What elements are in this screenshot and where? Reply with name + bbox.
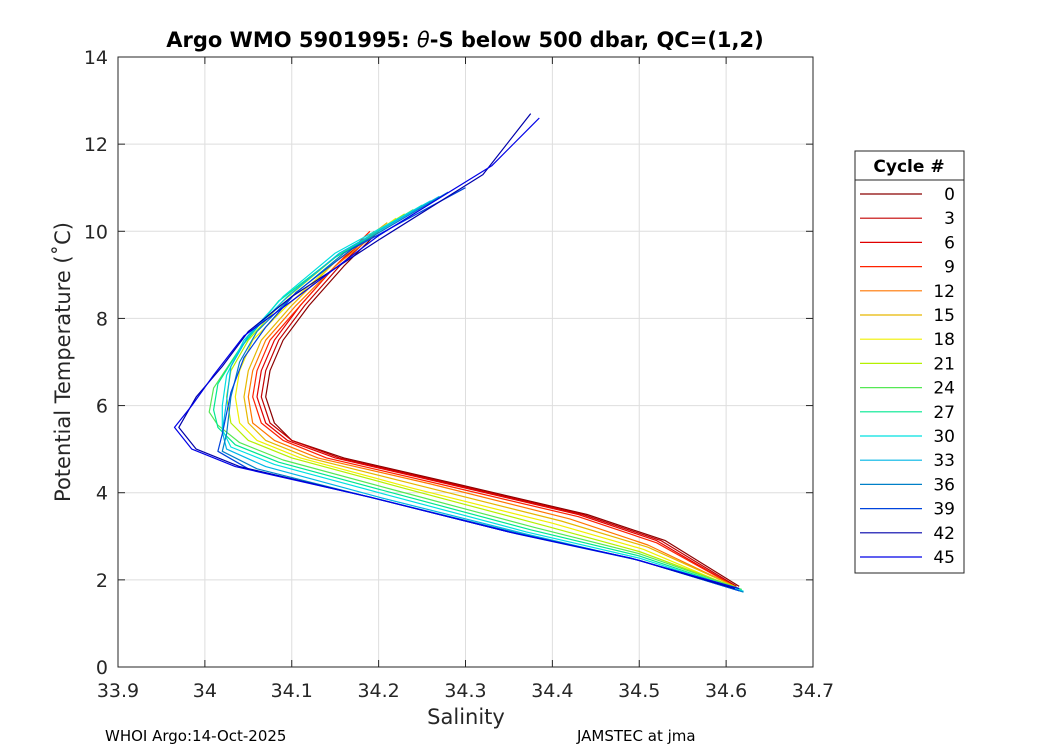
footer-right: JAMSTEC at jma [576,727,696,745]
y-tick-label: 6 [96,396,108,418]
x-tick-label: 34.5 [618,680,660,702]
legend-label-12: 12 [933,282,955,302]
legend-label-45: 45 [933,548,955,568]
legend-label-6: 6 [944,233,955,253]
legend-label-3: 3 [944,209,955,229]
x-tick-label: 34.6 [705,680,747,702]
y-tick-label: 8 [96,308,108,330]
x-tick-label: 34.2 [357,680,399,702]
title-theta-symbol: θ [417,28,430,52]
legend-label-30: 30 [933,427,955,447]
x-tick-label: 34.7 [792,680,834,702]
y-axis-label: Potential Temperature (˚C) [51,222,75,502]
axis-ticks: 33.9 34 34.1 34.2 34.3 34.4 34.5 34.6 34.7 0 2 4 6 8 1… [84,47,834,702]
legend-label-33: 33 [933,451,955,471]
legend-label-24: 24 [933,379,955,399]
series-line-cycle-3 [260,228,737,587]
series-line-cycle-0 [265,230,740,587]
legend-label-39: 39 [933,500,955,520]
x-tick-label: 34.1 [271,680,313,702]
legend-label-15: 15 [933,306,955,326]
series-line-cycle-45 [173,117,740,590]
y-tick-label: 12 [84,134,108,156]
legend-label-18: 18 [933,330,955,350]
series-lines [173,113,744,593]
y-tick-label: 10 [84,221,108,243]
legend-label-27: 27 [933,403,955,423]
chart-title: Argo WMO 5901995: θ-S below 500 dbar, QC… [166,28,763,52]
y-tick-label: 4 [96,483,108,505]
legend-label-9: 9 [944,258,955,278]
x-tick-label: 34.4 [531,680,573,702]
legend-label-36: 36 [933,475,955,495]
y-tick-label: 14 [84,47,108,69]
x-axis-label: Salinity [427,705,505,729]
x-tick-label: 33.9 [97,680,139,702]
title-suffix: -S below 500 dbar, QC=(1,2) [430,28,764,52]
series-line-cycle-12 [247,230,736,587]
x-tick-label: 34 [193,680,217,702]
title-prefix: Argo WMO 5901995: [166,28,417,52]
x-tick-label: 34.3 [444,680,486,702]
legend-label-0: 0 [944,185,955,205]
series-line-cycle-18 [234,217,737,590]
series-line-cycle-15 [243,222,736,587]
legend-title: Cycle # [873,157,944,177]
legend-label-21: 21 [933,354,955,374]
y-tick-label: 0 [96,657,108,679]
series-line-cycle-9 [252,230,736,587]
legend-label-42: 42 [933,524,955,544]
legend-box [854,150,965,574]
y-tick-label: 2 [96,570,108,592]
footer-left: WHOI Argo:14-Oct-2025 [105,727,286,745]
